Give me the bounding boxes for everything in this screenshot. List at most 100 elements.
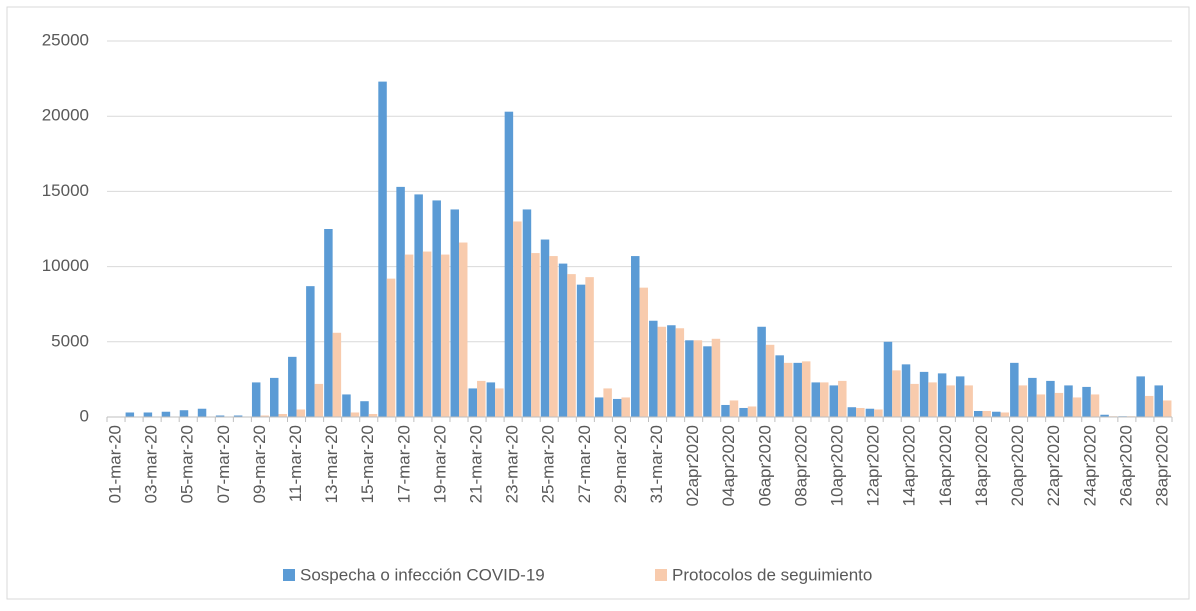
bar xyxy=(540,239,550,417)
x-tick-label: 23-mar-20 xyxy=(503,425,522,503)
bar xyxy=(829,385,839,417)
x-tick-label: 13-mar-20 xyxy=(322,425,341,503)
bar xyxy=(693,340,703,417)
x-tick-label: 06apr2020 xyxy=(755,425,774,506)
bar xyxy=(386,278,396,417)
bar xyxy=(251,382,261,417)
bar xyxy=(314,383,324,417)
x-tick-label: 15-mar-20 xyxy=(358,425,377,503)
bar xyxy=(269,377,279,417)
bar xyxy=(775,355,784,417)
bar xyxy=(901,364,911,417)
x-tick-label: 12apr2020 xyxy=(864,425,883,506)
bar xyxy=(486,382,496,417)
x-tick-label: 19-mar-20 xyxy=(430,425,449,503)
bar xyxy=(549,256,558,417)
bar xyxy=(667,325,676,417)
legend-swatch xyxy=(283,569,295,581)
bar xyxy=(585,277,594,417)
x-tick-label: 05-mar-20 xyxy=(178,425,197,503)
y-tick-label: 20000 xyxy=(42,106,89,125)
bar xyxy=(703,346,712,417)
y-tick-label: 10000 xyxy=(42,256,89,275)
bar xyxy=(621,397,630,417)
x-tick-label: 04apr2020 xyxy=(719,425,738,506)
x-tick-label: 21-mar-20 xyxy=(467,425,486,503)
bar xyxy=(260,415,269,417)
bar xyxy=(567,274,576,417)
chart-border xyxy=(6,6,1190,600)
bar xyxy=(1154,385,1163,417)
bar xyxy=(1046,380,1055,417)
y-tick-label: 0 xyxy=(80,406,89,425)
bar xyxy=(1100,414,1109,417)
bar xyxy=(801,361,811,417)
bar xyxy=(928,382,937,417)
bar xyxy=(332,332,342,417)
bar xyxy=(865,408,875,417)
legend-swatch xyxy=(655,569,667,581)
bar xyxy=(739,407,748,417)
bar xyxy=(504,111,514,418)
bar xyxy=(179,410,189,417)
bar xyxy=(278,413,287,417)
x-tick-label: 26apr2020 xyxy=(1116,425,1135,506)
bar xyxy=(856,407,865,417)
bar xyxy=(729,400,739,417)
bar xyxy=(432,200,441,417)
bar xyxy=(531,253,540,417)
bar xyxy=(396,186,405,417)
bar xyxy=(1054,392,1064,417)
bar xyxy=(1064,385,1073,417)
bar xyxy=(1036,394,1046,417)
x-tick-label: 02apr2020 xyxy=(683,425,702,506)
bar xyxy=(414,194,423,417)
bar xyxy=(468,388,478,417)
bar xyxy=(1090,394,1100,417)
bar xyxy=(910,383,919,417)
bar xyxy=(811,382,821,417)
x-tick-label: 11-mar-20 xyxy=(286,425,305,502)
bar xyxy=(1010,362,1019,417)
bar xyxy=(838,380,847,417)
x-tick-label: 31-mar-20 xyxy=(647,425,666,503)
bar xyxy=(964,385,973,417)
bar xyxy=(495,388,504,417)
x-tick-label: 22apr2020 xyxy=(1044,425,1063,506)
bar xyxy=(937,373,947,417)
x-tick-label: 24apr2020 xyxy=(1080,425,1099,506)
x-tick-label: 08apr2020 xyxy=(791,425,810,506)
bar xyxy=(378,81,387,417)
x-tick-label: 20apr2020 xyxy=(1008,425,1027,506)
bar xyxy=(783,362,793,417)
bar xyxy=(675,328,685,417)
bar xyxy=(350,412,360,417)
bar xyxy=(477,380,486,417)
bar xyxy=(1072,397,1082,417)
bar xyxy=(639,287,648,417)
bar xyxy=(161,411,171,417)
bar xyxy=(368,413,378,417)
bar xyxy=(874,409,883,417)
bar xyxy=(657,326,667,417)
bar xyxy=(603,388,612,417)
bar xyxy=(711,338,721,417)
bar xyxy=(296,409,306,417)
y-tick-label: 5000 xyxy=(51,331,89,350)
bar xyxy=(422,251,432,417)
bar xyxy=(324,229,333,417)
bar xyxy=(1082,386,1091,417)
x-tick-label: 07-mar-20 xyxy=(214,425,233,503)
y-tick-label: 15000 xyxy=(42,181,89,200)
bar xyxy=(955,376,965,417)
bar xyxy=(143,412,153,417)
bar xyxy=(1162,400,1172,417)
bar xyxy=(820,382,829,417)
bar xyxy=(576,284,586,417)
bar xyxy=(1000,412,1010,417)
bar xyxy=(458,242,468,417)
bar xyxy=(342,394,351,417)
bar xyxy=(306,286,315,417)
bar xyxy=(360,401,369,417)
